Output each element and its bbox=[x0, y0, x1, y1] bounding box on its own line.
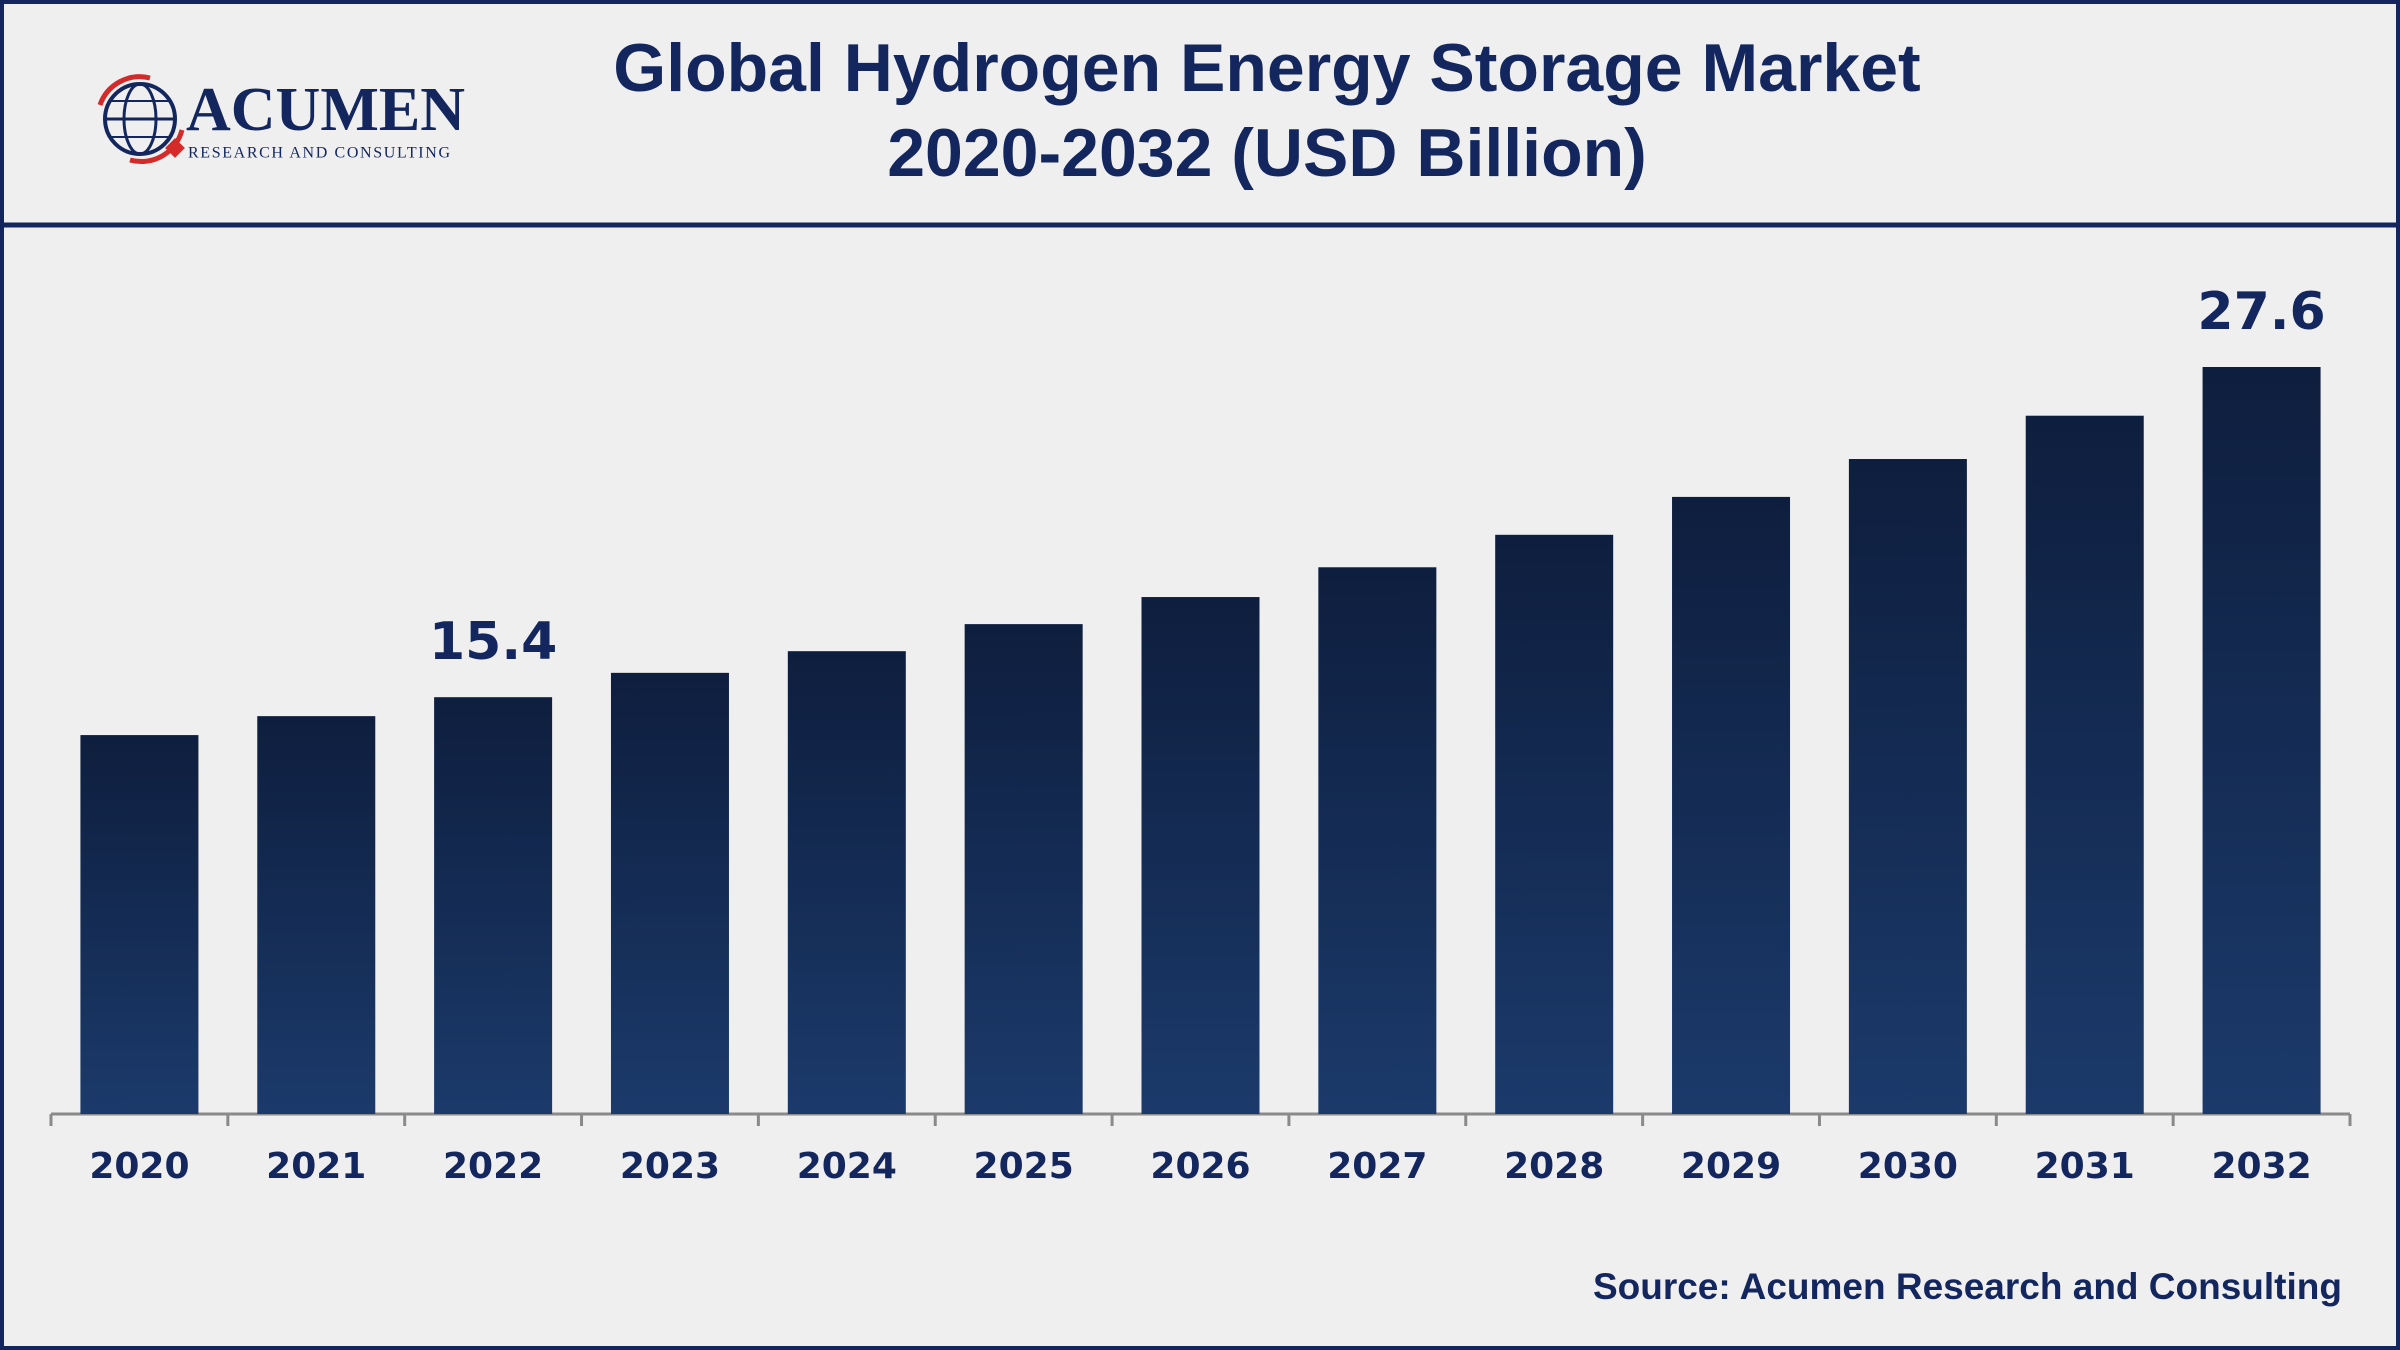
chart-subtitle: 2020-2032 (USD Billion) bbox=[887, 115, 1647, 191]
bar bbox=[80, 735, 199, 1114]
bar bbox=[964, 624, 1083, 1114]
bar bbox=[1848, 459, 1967, 1114]
data-label: 27.6 bbox=[2197, 282, 2325, 342]
source-note: Source: Acumen Research and Consulting bbox=[1593, 1266, 2342, 1307]
bar bbox=[1318, 567, 1437, 1114]
logo-arrow bbox=[97, 74, 151, 106]
bar bbox=[1672, 496, 1791, 1114]
logo-diamond bbox=[165, 138, 185, 158]
logo-tagline: RESEARCH AND CONSULTING bbox=[188, 145, 450, 162]
x-tick-label: 2031 bbox=[2035, 1146, 2135, 1187]
x-tick-label: 2029 bbox=[1681, 1146, 1781, 1187]
x-tick-label: 2032 bbox=[2211, 1146, 2311, 1187]
bar bbox=[2202, 367, 2321, 1114]
x-tick-label: 2024 bbox=[797, 1146, 897, 1187]
data-label: 15.4 bbox=[429, 612, 557, 672]
x-tick-label: 2027 bbox=[1327, 1146, 1427, 1187]
x-tick-label: 2026 bbox=[1150, 1146, 1250, 1187]
bar bbox=[610, 672, 729, 1114]
bar bbox=[1141, 597, 1260, 1114]
x-tick-label: 2022 bbox=[443, 1146, 543, 1187]
bar bbox=[1495, 534, 1614, 1114]
x-tick-label: 2030 bbox=[1858, 1146, 1958, 1187]
bar bbox=[257, 716, 376, 1114]
x-tick-label: 2021 bbox=[266, 1146, 366, 1187]
x-tick-label: 2025 bbox=[974, 1146, 1074, 1187]
logo-arrow bbox=[129, 129, 185, 165]
x-tick-label: 2028 bbox=[1504, 1146, 1604, 1187]
chart-title: Global Hydrogen Energy Storage Market bbox=[613, 30, 1920, 106]
bar bbox=[434, 697, 553, 1114]
x-tick-label: 2023 bbox=[620, 1146, 720, 1187]
logo-name: ACUMEN bbox=[186, 76, 465, 144]
bar bbox=[2025, 415, 2144, 1114]
bar bbox=[787, 651, 906, 1114]
x-tick-label: 2020 bbox=[89, 1146, 189, 1187]
logo: ACUMEN RESEARCH AND CONSULTING bbox=[97, 74, 465, 165]
